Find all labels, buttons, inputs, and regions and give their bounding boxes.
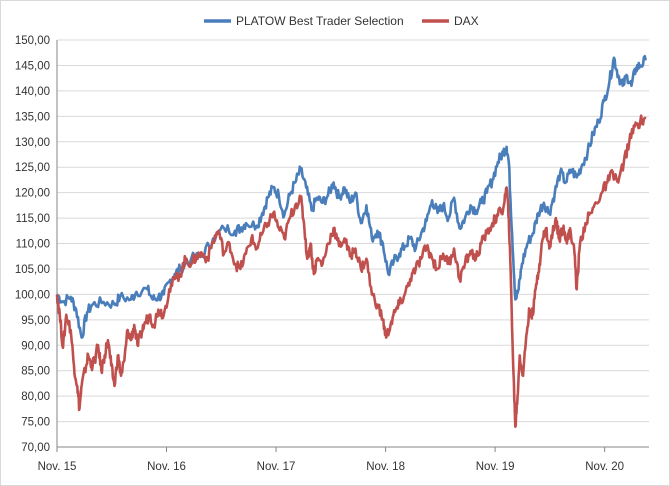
legend-label-dax: DAX <box>454 14 479 28</box>
x-tick-label: Nov. 17 <box>257 461 296 473</box>
series-line-dax <box>55 114 647 428</box>
y-tick-label: 110,00 <box>16 239 50 251</box>
x-tick-label: Nov. 19 <box>476 461 515 473</box>
x-tick-label: Nov. 20 <box>585 461 624 473</box>
y-tick-label: 90,00 <box>21 340 50 352</box>
y-tick-label: 105,00 <box>15 264 50 276</box>
y-tick-label: 115,00 <box>16 213 50 225</box>
y-tick-label: 80,00 <box>21 391 50 403</box>
gridlines <box>57 39 649 448</box>
y-tick-label: 130,00 <box>15 137 50 149</box>
y-tick-label: 125,00 <box>15 162 50 174</box>
y-tick-label: 150,00 <box>15 35 50 47</box>
x-tick-label: Nov. 18 <box>366 461 405 473</box>
y-tick-label: 70,00 <box>21 442 50 454</box>
y-axis: 70,00 75,00 80,00 85,00 90,00 95,00 100,00 105,… <box>15 35 50 454</box>
x-tick-label: Nov. 16 <box>147 461 186 473</box>
y-tick-label: 100,00 <box>15 289 50 301</box>
y-tick-label: 140,00 <box>15 86 50 98</box>
y-tick-label: 85,00 <box>21 366 50 378</box>
legend-label-platow: PLATOW Best Trader Selection <box>236 14 404 28</box>
x-tick-label: Nov. 15 <box>38 461 77 473</box>
y-tick-label: 120,00 <box>15 188 50 200</box>
y-tick-label: 75,00 <box>21 417 50 429</box>
series-lines <box>55 54 647 428</box>
legend: PLATOW Best Trader Selection DAX <box>204 14 479 28</box>
y-tick-label: 135,00 <box>15 111 50 123</box>
x-axis: Nov. 15 Nov. 16 Nov. 17 Nov. 18 Nov. 19 Nov. … <box>38 40 649 473</box>
y-tick-label: 95,00 <box>21 315 50 327</box>
y-tick-label: 145,00 <box>15 60 50 72</box>
series-line-platow <box>55 54 647 339</box>
